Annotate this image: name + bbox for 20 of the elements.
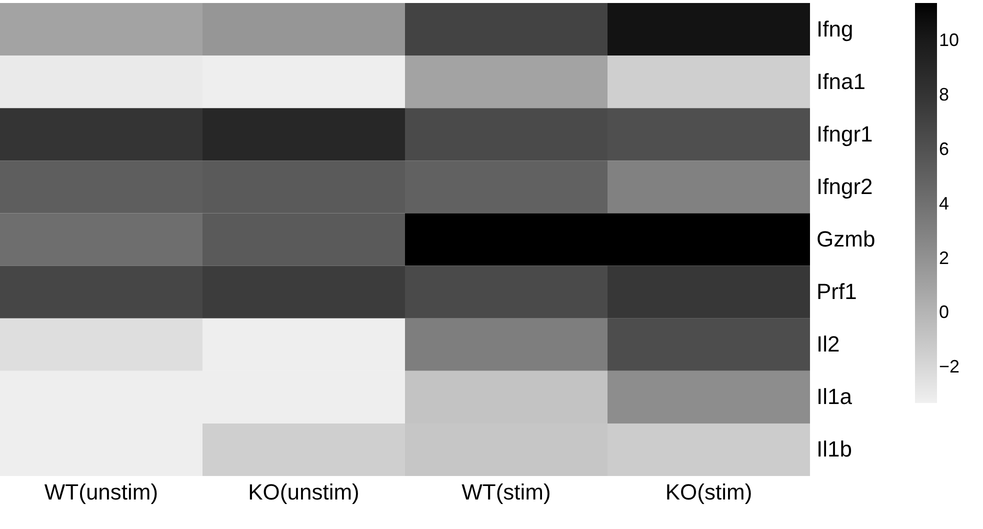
color-bar-label: 4 <box>939 193 950 214</box>
y-tick-label: Prf1 <box>816 279 857 304</box>
x-tick-label: KO(stim) <box>665 480 752 504</box>
color-bar-label: 2 <box>939 248 950 268</box>
color-bar-label: 8 <box>939 84 950 105</box>
y-tick-label: Il2 <box>816 332 840 357</box>
color-bar-label: 10 <box>939 30 960 50</box>
color-bar-label: −2 <box>939 356 960 377</box>
x-tick-label: KO(unstim) <box>248 480 360 504</box>
x-tick-label: WT(stim) <box>462 480 551 504</box>
y-tick-label: Gzmb <box>816 226 876 252</box>
y-tick-label: Il1b <box>816 436 852 462</box>
color-bar-label: 0 <box>939 302 950 322</box>
y-tick-label: Ifngr1 <box>816 121 873 146</box>
y-tick-label: Il1a <box>816 384 853 410</box>
y-tick-label: Ifngr2 <box>816 174 873 199</box>
x-tick-label: WT(unstim) <box>44 480 158 504</box>
color-bar-label: 6 <box>939 138 950 159</box>
y-tick-label: Ifng <box>816 16 854 42</box>
y-tick-label: Ifna1 <box>816 68 866 94</box>
